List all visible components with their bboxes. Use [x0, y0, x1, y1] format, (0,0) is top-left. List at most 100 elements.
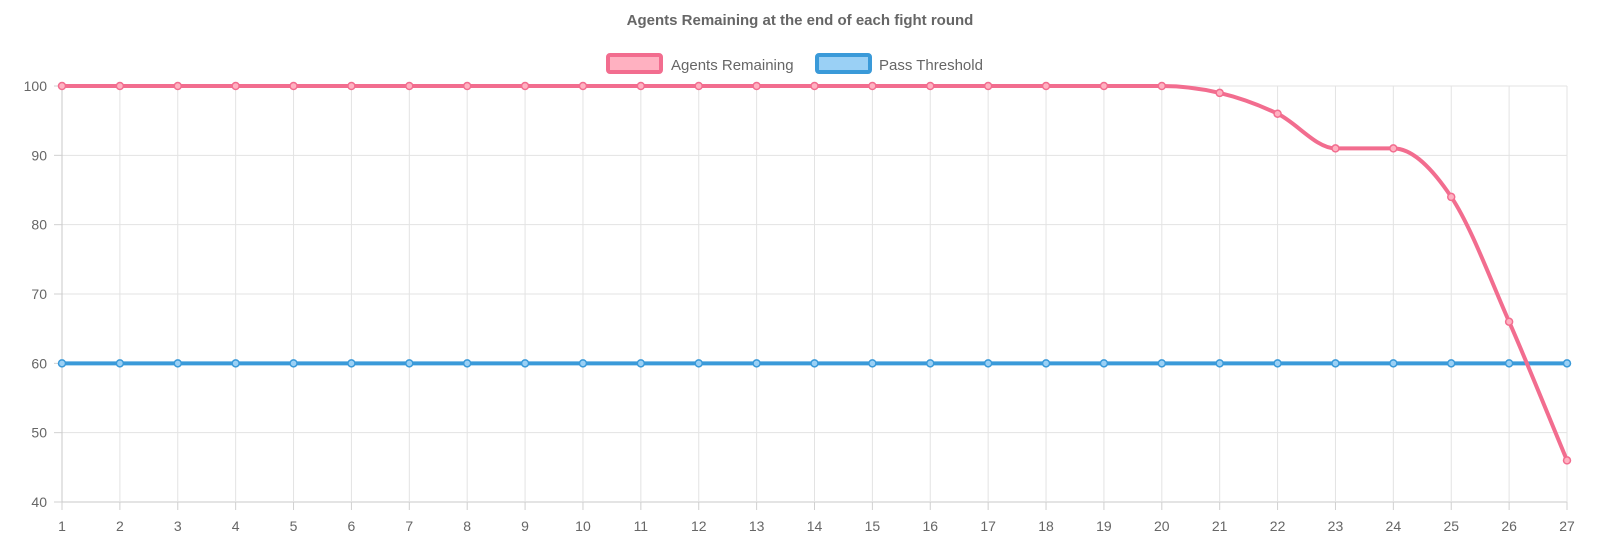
data-point-agents-remaining-5[interactable] — [289, 81, 298, 91]
legend-item-agents-remaining[interactable]: Agents Remaining — [606, 53, 794, 74]
x-tick-label: 25 — [1443, 518, 1459, 534]
data-point-agents-remaining-22[interactable] — [1273, 109, 1282, 118]
data-point-pass-threshold-24[interactable] — [1389, 359, 1398, 368]
x-tick-label: 26 — [1501, 518, 1517, 534]
x-tick-label: 14 — [807, 518, 823, 534]
data-point-agents-remaining-7[interactable] — [405, 81, 414, 91]
x-tick-label: 22 — [1270, 518, 1286, 534]
series-layer — [57, 81, 1572, 465]
x-tick-label: 13 — [749, 518, 765, 534]
data-point-agents-remaining-15[interactable] — [868, 81, 877, 91]
data-point-pass-threshold-13[interactable] — [752, 359, 761, 368]
legend-swatch-agents-remaining — [606, 53, 663, 74]
legend-swatch-pass-threshold — [815, 53, 872, 74]
x-tick-label: 8 — [463, 518, 471, 534]
x-tick-label: 21 — [1212, 518, 1228, 534]
data-point-pass-threshold-20[interactable] — [1157, 359, 1167, 368]
data-point-agents-remaining-24[interactable] — [1389, 144, 1398, 153]
data-point-agents-remaining-8[interactable] — [462, 81, 472, 91]
legend-item-pass-threshold[interactable]: Pass Threshold — [815, 53, 983, 74]
x-tick-label: 23 — [1328, 518, 1344, 534]
grid — [61, 85, 1568, 503]
x-tick-label: 27 — [1559, 518, 1575, 534]
data-point-pass-threshold-6[interactable] — [347, 359, 356, 368]
data-point-pass-threshold-16[interactable] — [926, 359, 935, 368]
x-tick-label: 24 — [1386, 518, 1402, 534]
data-point-agents-remaining-21[interactable] — [1215, 88, 1224, 98]
x-tick-label: 12 — [691, 518, 707, 534]
data-point-pass-threshold-4[interactable] — [231, 359, 240, 368]
x-tick-label: 9 — [521, 518, 529, 534]
data-point-agents-remaining-2[interactable] — [115, 81, 125, 91]
y-axis: 40 50 60 70 80 90 100 — [24, 78, 62, 510]
data-point-pass-threshold-14[interactable] — [810, 359, 819, 368]
data-point-pass-threshold-9[interactable] — [520, 359, 530, 368]
data-point-pass-threshold-8[interactable] — [462, 359, 472, 368]
y-tick-label: 80 — [31, 217, 47, 233]
x-tick-label: 4 — [232, 518, 240, 534]
data-point-pass-threshold-21[interactable] — [1215, 359, 1224, 368]
legend-label-pass-threshold: Pass Threshold — [879, 57, 983, 74]
data-point-pass-threshold-12[interactable] — [694, 359, 703, 368]
data-point-agents-remaining-16[interactable] — [926, 81, 935, 91]
series-pass-threshold — [57, 359, 1572, 368]
data-point-agents-remaining-4[interactable] — [231, 81, 240, 91]
x-tick-label: 2 — [116, 518, 124, 534]
data-point-pass-threshold-27[interactable] — [1562, 359, 1572, 368]
y-tick-label: 50 — [31, 425, 47, 441]
data-point-pass-threshold-3[interactable] — [173, 359, 183, 368]
data-point-pass-threshold-7[interactable] — [405, 359, 414, 368]
data-point-pass-threshold-26[interactable] — [1504, 359, 1514, 368]
y-tick-label: 40 — [31, 494, 47, 510]
y-tick-label: 90 — [31, 147, 47, 163]
data-point-agents-remaining-23[interactable] — [1331, 144, 1340, 153]
x-tick-label: 17 — [980, 518, 996, 534]
x-tick-label: 20 — [1154, 518, 1170, 534]
data-point-agents-remaining-12[interactable] — [694, 81, 703, 91]
data-point-pass-threshold-22[interactable] — [1273, 359, 1282, 368]
data-point-agents-remaining-25[interactable] — [1446, 192, 1456, 202]
data-point-agents-remaining-18[interactable] — [1041, 81, 1051, 91]
data-point-pass-threshold-11[interactable] — [636, 359, 646, 368]
data-point-pass-threshold-15[interactable] — [868, 359, 877, 368]
x-tick-label: 7 — [405, 518, 413, 534]
data-point-agents-remaining-26[interactable] — [1504, 317, 1514, 326]
data-point-agents-remaining-17[interactable] — [983, 81, 993, 91]
x-tick-label: 16 — [922, 518, 938, 534]
data-point-agents-remaining-13[interactable] — [752, 81, 761, 91]
data-point-pass-threshold-25[interactable] — [1446, 359, 1456, 368]
x-tick-label: 10 — [575, 518, 591, 534]
data-point-agents-remaining-19[interactable] — [1099, 81, 1109, 91]
chart-title: Agents Remaining at the end of each figh… — [627, 12, 974, 29]
y-tick-label: 100 — [24, 78, 48, 94]
x-tick-label: 3 — [174, 518, 182, 534]
data-point-pass-threshold-10[interactable] — [578, 359, 588, 368]
data-point-pass-threshold-2[interactable] — [115, 359, 125, 368]
data-point-pass-threshold-17[interactable] — [983, 359, 993, 368]
data-point-agents-remaining-1[interactable] — [57, 81, 67, 91]
data-point-pass-threshold-5[interactable] — [289, 359, 298, 368]
x-tick-label: 15 — [865, 518, 881, 534]
legend-label-agents-remaining: Agents Remaining — [671, 57, 794, 74]
data-point-agents-remaining-27[interactable] — [1562, 456, 1572, 465]
data-point-agents-remaining-6[interactable] — [347, 81, 356, 91]
data-point-pass-threshold-1[interactable] — [57, 359, 67, 368]
data-point-agents-remaining-20[interactable] — [1157, 81, 1167, 91]
x-tick-label: 11 — [634, 518, 649, 534]
y-tick-label: 60 — [31, 355, 47, 371]
data-point-pass-threshold-19[interactable] — [1099, 359, 1109, 368]
x-tick-label: 1 — [58, 518, 66, 534]
x-tick-label: 19 — [1096, 518, 1112, 534]
data-point-pass-threshold-18[interactable] — [1041, 359, 1051, 368]
data-point-agents-remaining-11[interactable] — [636, 81, 646, 91]
data-point-agents-remaining-3[interactable] — [173, 81, 183, 91]
x-tick-label: 5 — [290, 518, 298, 534]
data-point-pass-threshold-23[interactable] — [1331, 359, 1340, 368]
data-point-agents-remaining-10[interactable] — [578, 81, 588, 91]
x-tick-label: 6 — [348, 518, 356, 534]
data-point-agents-remaining-9[interactable] — [520, 81, 530, 91]
data-point-agents-remaining-14[interactable] — [810, 81, 819, 91]
x-axis: 1 2 3 4 5 6 7 8 9 10 11 12 13 14 15 16 17 18 19 20 21 22 23 24 2… — [58, 502, 1575, 534]
series-agents-remaining — [57, 81, 1572, 465]
